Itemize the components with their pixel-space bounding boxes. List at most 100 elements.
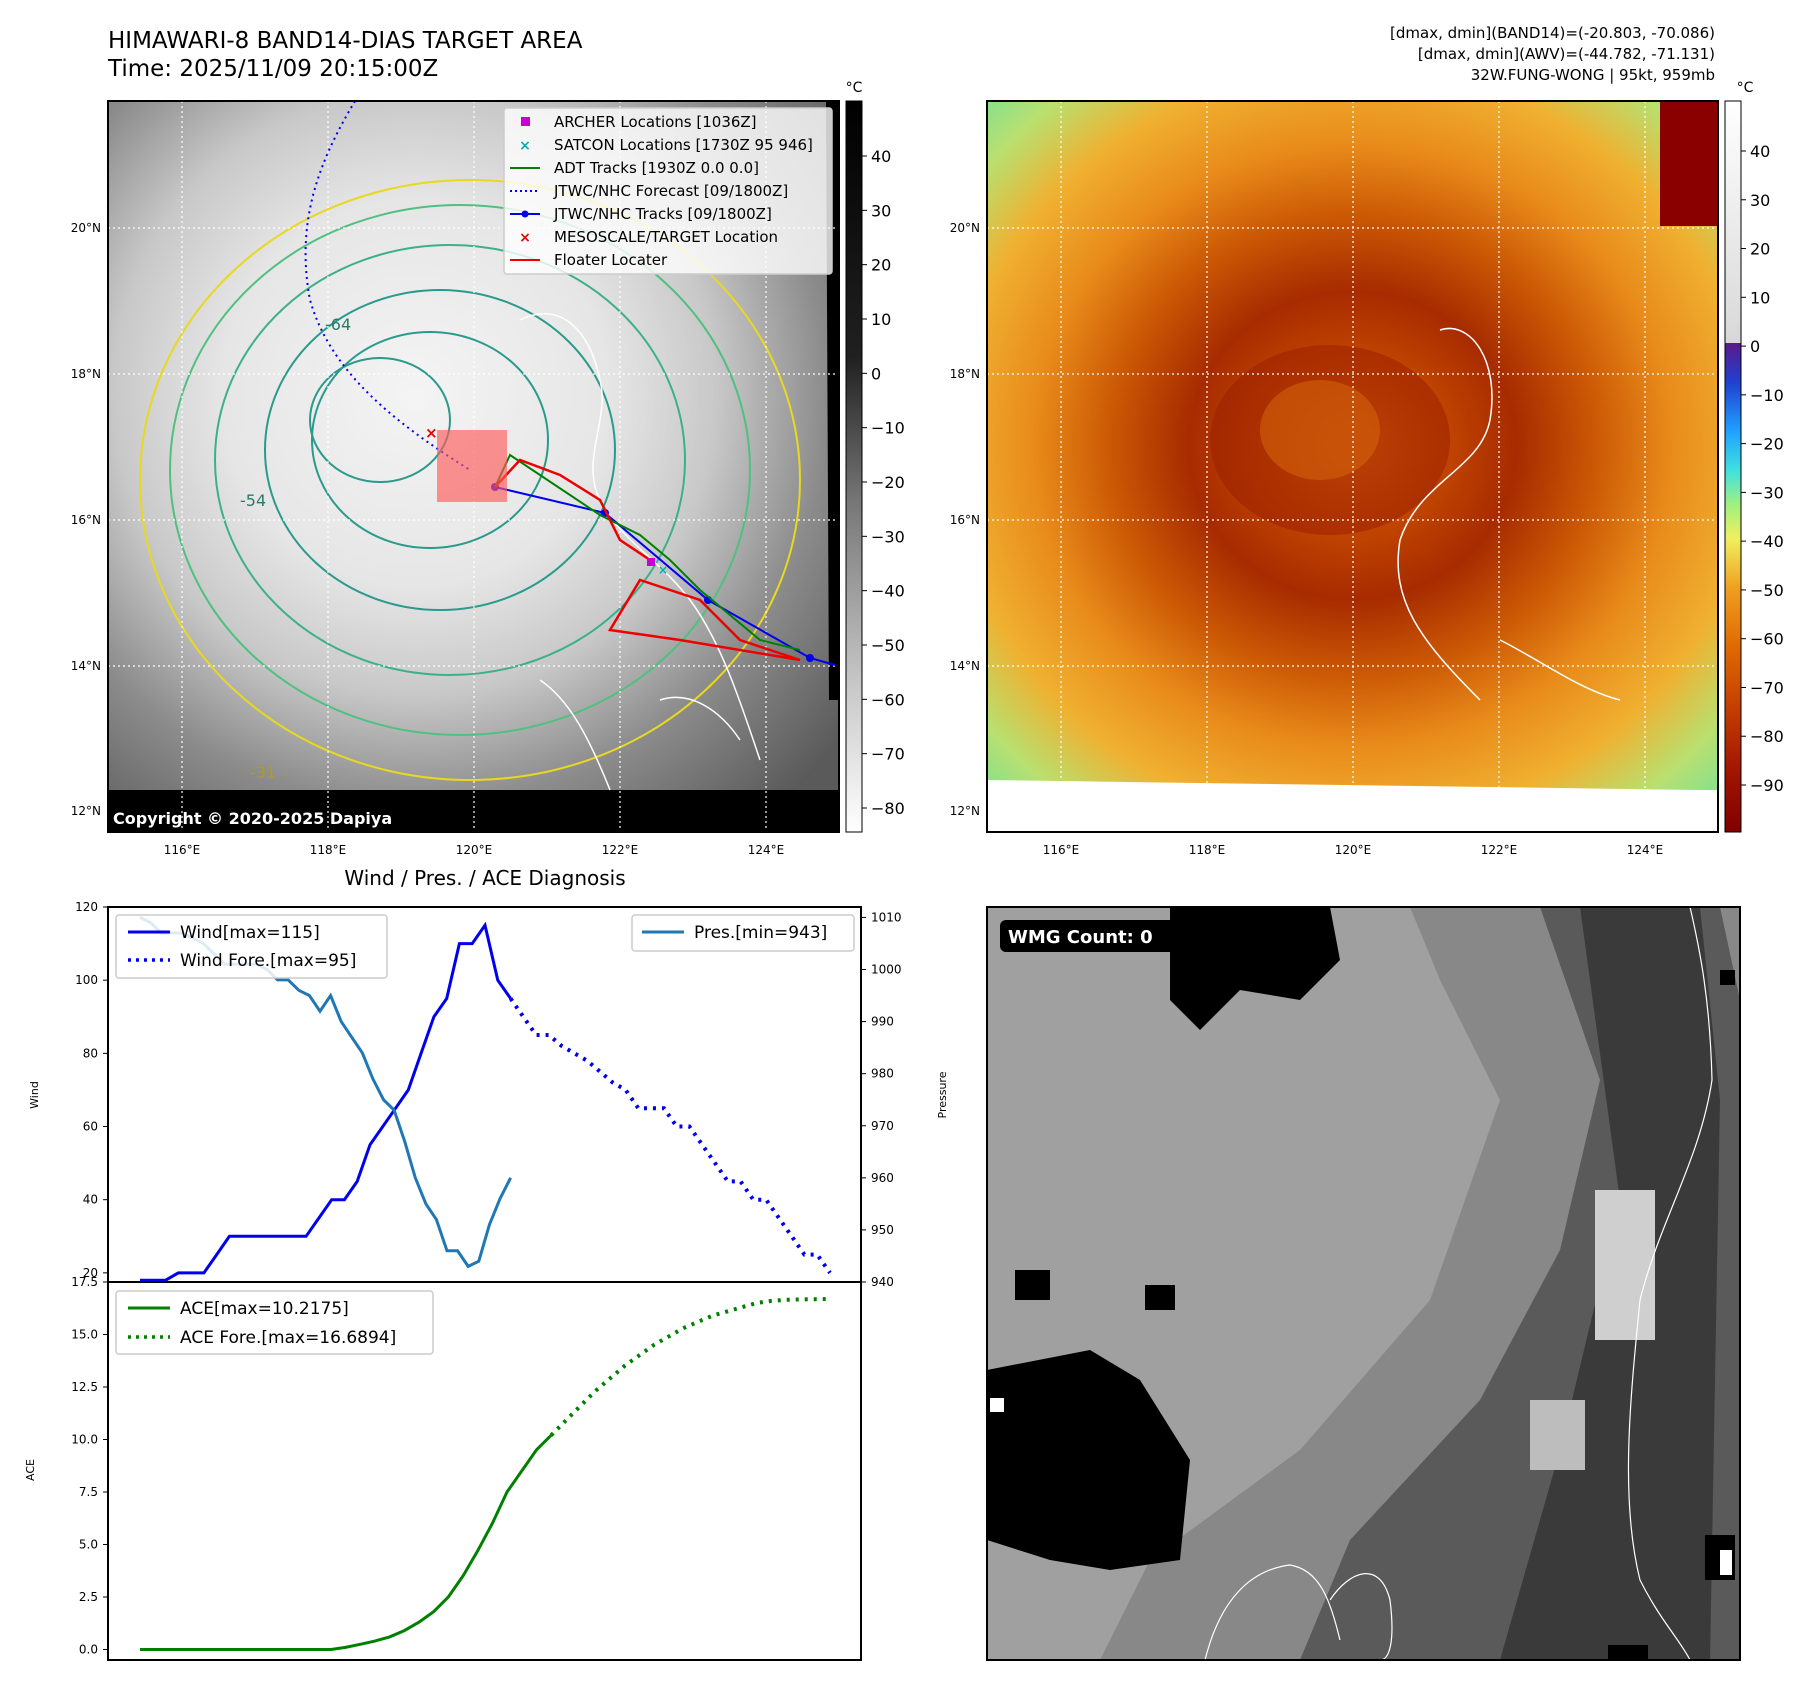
y-tick-label: 0.0 [79,1643,98,1657]
svg-text:×: × [519,138,531,154]
colorbar-tick: −50 [1750,581,1784,600]
colorbar-tick: −50 [871,636,905,655]
chart-title: HIMAWARI-8 BAND14-DIAS TARGET AREA [108,28,583,54]
legend-wind: Wind[max=115] [180,923,320,943]
colorbar-tick: 0 [1750,337,1760,356]
contour-label: -31 [250,763,276,782]
legend-label: SATCON Locations [1730Z 95 946] [554,136,813,154]
lat-label: 16°N [950,513,980,527]
legend-swatch [510,210,540,218]
lon-label: 120°E [456,843,493,857]
lon-label: 124°E [1627,843,1664,857]
lon-label: 122°E [1481,843,1518,857]
lon-label: 116°E [164,843,201,857]
legend-swatch: × [519,230,531,246]
gray-colorbar-unit: °C [846,80,863,96]
colorbar-tick: 40 [1750,142,1770,161]
pres-legend: Pres.[min=943] [631,914,855,952]
legend-wind-fore: Wind Fore.[max=95] [180,951,356,971]
y-tick-label: 990 [871,1015,894,1029]
y-tick-label: 60 [83,1120,98,1134]
legend-ace-fore: ACE Fore.[max=16.6894] [180,1328,396,1348]
copyright-text: Copyright © 2020-2025 Dapiya [113,809,392,828]
colorbar-tick: −80 [871,799,905,818]
colorbar-tick: 20 [1750,240,1770,259]
lon-label: 122°E [602,843,639,857]
y-tick-label: 80 [83,1046,98,1060]
legend-swatch: × [519,138,531,154]
ace-legend: ACE[max=10.2175] ACE Fore.[max=16.6894] [115,1290,434,1355]
color-colorbar-top [1725,101,1741,343]
colorbar-tick: −30 [871,527,905,546]
y-tick-label: 2.5 [79,1590,98,1604]
wind-legend: Wind[max=115] Wind Fore.[max=95] [115,914,388,979]
wind-line [140,921,512,1282]
ace-axis-label: ACE [24,1459,37,1481]
legend-pres: Pres.[min=943] [694,923,827,943]
awv-map-panel [987,101,1718,832]
legend-label: MESOSCALE/TARGET Location [554,228,778,246]
lon-label: 124°E [748,843,785,857]
ir-map-frame [107,100,840,833]
colorbar-tick: 10 [1750,288,1770,307]
lat-label: 20°N [950,221,980,235]
y-tick-label: 1000 [871,963,902,977]
colorbar-tick: −40 [1750,532,1784,551]
svg-text:×: × [519,230,531,246]
contour-label: -54 [240,491,266,510]
y-tick-label: 1010 [871,910,902,924]
y-tick-label: 12.5 [71,1380,98,1394]
y-tick-label: 20 [83,1266,98,1280]
colorbar-tick: −30 [1750,483,1784,502]
lon-label: 120°E [1335,843,1372,857]
color-colorbar-unit: °C [1737,80,1754,96]
legend-label: ADT Tracks [1930Z 0.0 0.0] [554,159,759,177]
lat-label: 12°N [71,804,101,818]
info-awv: [dmax, dmin](AWV)=(-44.782, -71.131) [1417,45,1715,63]
y-tick-label: 960 [871,1171,894,1185]
colorbar-tick: −60 [871,690,905,709]
wind-axis-label: Wind [28,1081,41,1109]
legend-ace: ACE[max=10.2175] [180,1299,349,1319]
info-band14: [dmax, dmin](BAND14)=(-20.803, -70.086) [1390,24,1715,42]
colorbar-tick: 30 [871,201,891,220]
y-tick-label: 40 [83,1193,98,1207]
legend-label: ARCHER Locations [1036Z] [554,113,757,131]
svg-text:×: × [658,563,668,577]
wmg-count-badge [1000,920,1176,952]
lat-label: 20°N [71,221,101,235]
y-tick-label: 7.5 [79,1485,98,1499]
lat-label: 18°N [71,367,101,381]
colorbar-tick: 40 [871,147,891,166]
y-tick-label: 10.0 [71,1433,98,1447]
lat-label: 14°N [71,659,101,673]
legend-label: JTWC/NHC Tracks [09/1800Z] [553,205,772,223]
y-tick-label: 120 [75,900,98,914]
map-legend: ARCHER Locations [1036Z] × SATCON Location… [503,107,833,275]
lat-label: 16°N [71,513,101,527]
colorbar-tick: −10 [1750,386,1784,405]
info-storm: 32W.FUNG-WONG | 95kt, 959mb [1470,66,1715,84]
ace-line [140,1434,553,1651]
diagnosis-title: Wind / Pres. / ACE Diagnosis [344,866,625,890]
colorbar-tick: −90 [1750,776,1784,795]
y-tick-label: 980 [871,1067,894,1081]
lon-label: 118°E [1189,843,1226,857]
colorbar-tick: −20 [1750,435,1784,454]
y-tick-label: 15.0 [71,1328,98,1342]
contour-label: -64 [325,315,351,334]
y-tick-label: 5.0 [79,1538,98,1552]
wmg-count-label: WMG Count: 0 [1008,927,1153,948]
lat-label: 18°N [950,367,980,381]
colorbar-tick: −10 [871,419,905,438]
lon-label: 118°E [310,843,347,857]
color-colorbar-bottom [1725,343,1741,832]
colorbar-tick: −80 [1750,727,1784,746]
y-tick-label: 970 [871,1119,894,1133]
y-tick-label: 17.5 [71,1275,98,1289]
colorbar-tick: −70 [1750,678,1784,697]
legend-label: JTWC/NHC Forecast [09/1800Z] [553,182,788,200]
lat-label: 12°N [950,804,980,818]
gray-colorbar [845,100,863,833]
